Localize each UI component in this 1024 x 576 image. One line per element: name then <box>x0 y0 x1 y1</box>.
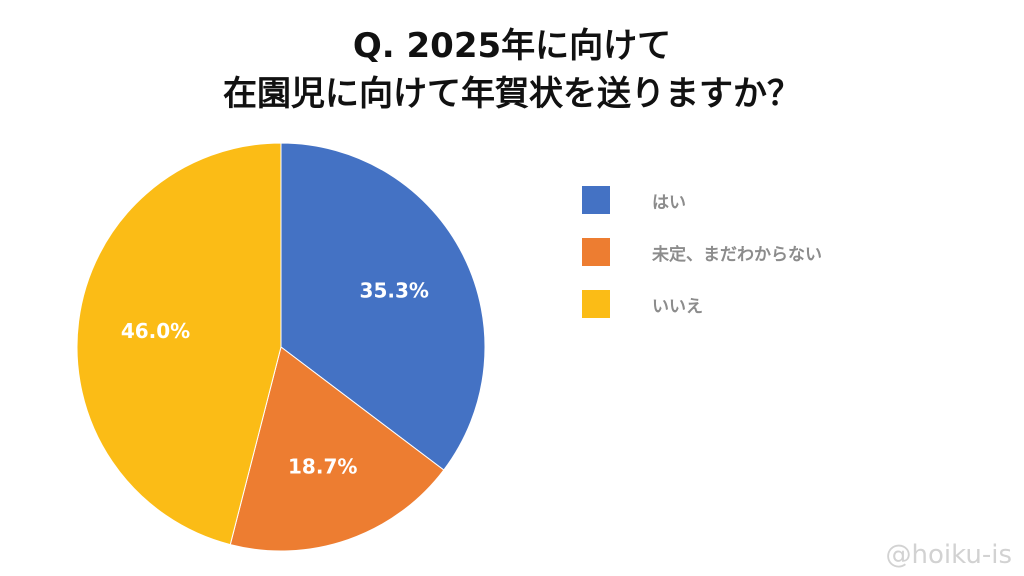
pie-label-yes: 35.3% <box>360 279 429 303</box>
chart-title-line-1: Q. 2025年に向けて <box>352 26 672 66</box>
pie-slice-undecided <box>229 346 445 552</box>
legend-label-undecided: 未定、まだわからない <box>652 244 822 265</box>
legend-swatch-yes <box>582 186 610 214</box>
chart-title: Q. 2025年に向けて 在園児に向けて年賀状を送りますか？ <box>0 22 1024 118</box>
pie-label-no: 46.0% <box>121 319 190 343</box>
watermark-text: @hoiku-is <box>885 540 1013 570</box>
legend-item-undecided: 未定、まだわからない <box>582 238 822 266</box>
legend-swatch-no <box>582 290 610 318</box>
chart-title-line-2: 在園児に向けて年賀状を送りますか？ <box>223 74 801 114</box>
legend-item-no: いいえ <box>582 290 822 318</box>
legend-label-no: いいえ <box>652 296 703 317</box>
pie-label-undecided: 18.7% <box>288 454 357 478</box>
pie-slice-no <box>76 142 282 546</box>
legend: はい 未定、まだわからない いいえ <box>582 186 822 342</box>
pie-slice-yes <box>280 142 486 471</box>
legend-label-yes: はい <box>652 192 686 213</box>
legend-swatch-undecided <box>582 238 610 266</box>
legend-item-yes: はい <box>582 186 822 214</box>
pie-slices <box>76 142 486 552</box>
pie-slice-labels: 35.3% 18.7% 46.0% <box>121 279 429 479</box>
